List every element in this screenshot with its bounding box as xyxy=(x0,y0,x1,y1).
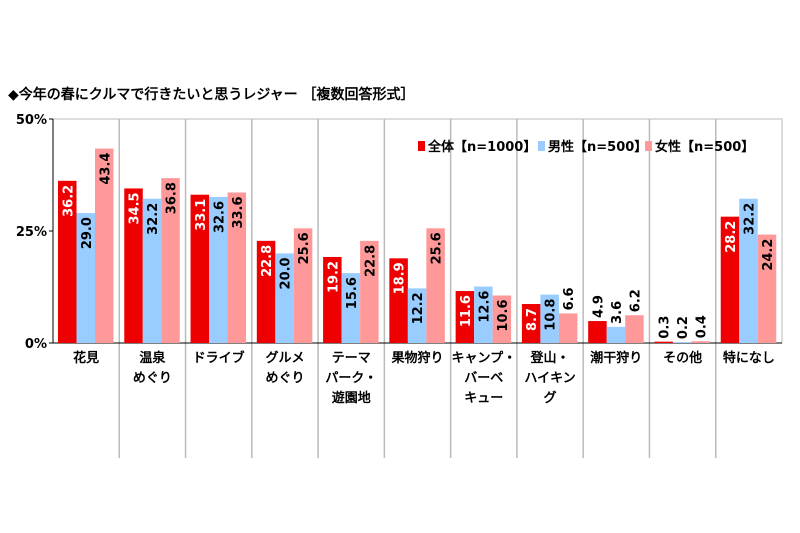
category-label: テーマ xyxy=(332,351,371,366)
data-label: 0.4 xyxy=(695,315,710,338)
bar-2 xyxy=(492,295,512,343)
data-label: 33.1 xyxy=(194,199,209,231)
bar-1 xyxy=(407,288,427,343)
category-label: 温泉 xyxy=(139,350,166,366)
bar-1 xyxy=(739,198,758,343)
bar-1 xyxy=(474,286,493,343)
category-label: 登山・ xyxy=(530,350,570,366)
bar-1 xyxy=(341,273,361,343)
category-label: 果物狩り xyxy=(390,350,443,366)
data-label: 43.4 xyxy=(98,153,113,185)
bar-1 xyxy=(209,196,228,343)
data-label: 25.6 xyxy=(297,232,312,264)
data-label: 22.8 xyxy=(363,245,378,277)
y-tick-label: 0% xyxy=(25,337,47,352)
bar-2 xyxy=(625,315,644,343)
legend-label: 全体【n=1000】 xyxy=(427,139,536,155)
data-label: 24.2 xyxy=(761,239,776,271)
data-label: 4.9 xyxy=(591,295,606,318)
data-label: 25.6 xyxy=(430,232,445,264)
data-label: 10.6 xyxy=(496,300,511,332)
category-label: ドライブ xyxy=(193,350,245,366)
bar-2 xyxy=(360,240,379,343)
bar-0 xyxy=(720,216,740,343)
bar-0 xyxy=(58,180,77,343)
bar-0 xyxy=(256,240,276,343)
category-label: 特になし xyxy=(723,350,775,366)
legend-swatch xyxy=(645,141,652,151)
data-label: 11.6 xyxy=(459,295,474,327)
bar-0 xyxy=(455,291,475,343)
bar-1 xyxy=(672,342,692,343)
data-label: 34.5 xyxy=(128,192,143,224)
data-label: 0.3 xyxy=(658,316,673,339)
bar-0 xyxy=(654,341,673,343)
bar-0 xyxy=(389,258,408,343)
category-label: 遊園地 xyxy=(332,390,371,406)
category-label: グ xyxy=(544,390,557,406)
bar-0 xyxy=(323,256,342,343)
data-label: 36.2 xyxy=(61,185,76,217)
bar-2 xyxy=(558,313,578,343)
data-label: 36.8 xyxy=(165,182,180,214)
legend-label: 女性【n=500】 xyxy=(655,139,754,155)
bar-2 xyxy=(161,178,180,343)
data-label: 32.6 xyxy=(212,201,227,233)
y-tick-label: 50% xyxy=(16,113,47,128)
data-label: 12.6 xyxy=(477,291,492,323)
data-label: 29.0 xyxy=(80,217,95,249)
bar-0 xyxy=(521,304,541,343)
data-label: 0.2 xyxy=(676,316,691,339)
data-label: 32.2 xyxy=(742,203,757,235)
category-label: バーベ xyxy=(464,371,503,386)
data-label: 12.2 xyxy=(411,292,426,324)
bar-2 xyxy=(426,228,445,343)
data-label: 33.6 xyxy=(231,196,246,228)
bar-2 xyxy=(757,234,777,343)
category-label: パーク・ xyxy=(325,371,377,386)
data-label: 15.6 xyxy=(345,277,360,309)
legend-swatch xyxy=(418,141,425,151)
bar-0 xyxy=(588,321,607,343)
data-label: 20.0 xyxy=(279,257,294,289)
category-label: ハイキン xyxy=(524,371,575,386)
data-label: 10.8 xyxy=(544,299,559,331)
category-label: めぐり xyxy=(133,371,172,386)
category-label: めぐり xyxy=(265,371,304,386)
bar-2 xyxy=(227,192,247,343)
bar-2 xyxy=(293,228,313,343)
data-label: 3.6 xyxy=(610,301,625,324)
bar-1 xyxy=(76,213,95,343)
data-label: 19.2 xyxy=(326,261,341,293)
bar-0 xyxy=(124,188,143,343)
data-label: 8.7 xyxy=(525,308,540,331)
category-label: 花見 xyxy=(73,350,99,366)
data-label: 18.9 xyxy=(393,262,408,294)
bar-1 xyxy=(606,326,626,343)
category-label: キュー xyxy=(464,391,503,406)
legend-label: 男性【n=500】 xyxy=(548,139,647,155)
bar-1 xyxy=(142,198,162,343)
data-label: 32.2 xyxy=(146,203,161,235)
data-label: 28.2 xyxy=(724,221,739,253)
data-label: 6.2 xyxy=(628,289,643,312)
y-tick-label: 25% xyxy=(16,225,47,240)
category-label: グルメ xyxy=(265,350,304,366)
data-label: 6.6 xyxy=(562,287,577,310)
bar-0 xyxy=(190,194,210,343)
category-label: その他 xyxy=(663,350,702,366)
bar-1 xyxy=(540,294,559,343)
bar-2 xyxy=(691,341,710,343)
bar-2 xyxy=(95,148,114,343)
legend-swatch xyxy=(538,141,545,151)
category-label: 潮干狩り xyxy=(590,350,642,366)
bar-1 xyxy=(275,253,294,343)
data-label: 22.8 xyxy=(260,245,275,277)
category-label: キャンプ・ xyxy=(451,351,516,366)
chart-title: ◆今年の春にクルマで行きたいと思うレジャー ［複数回答形式］ xyxy=(8,87,415,103)
